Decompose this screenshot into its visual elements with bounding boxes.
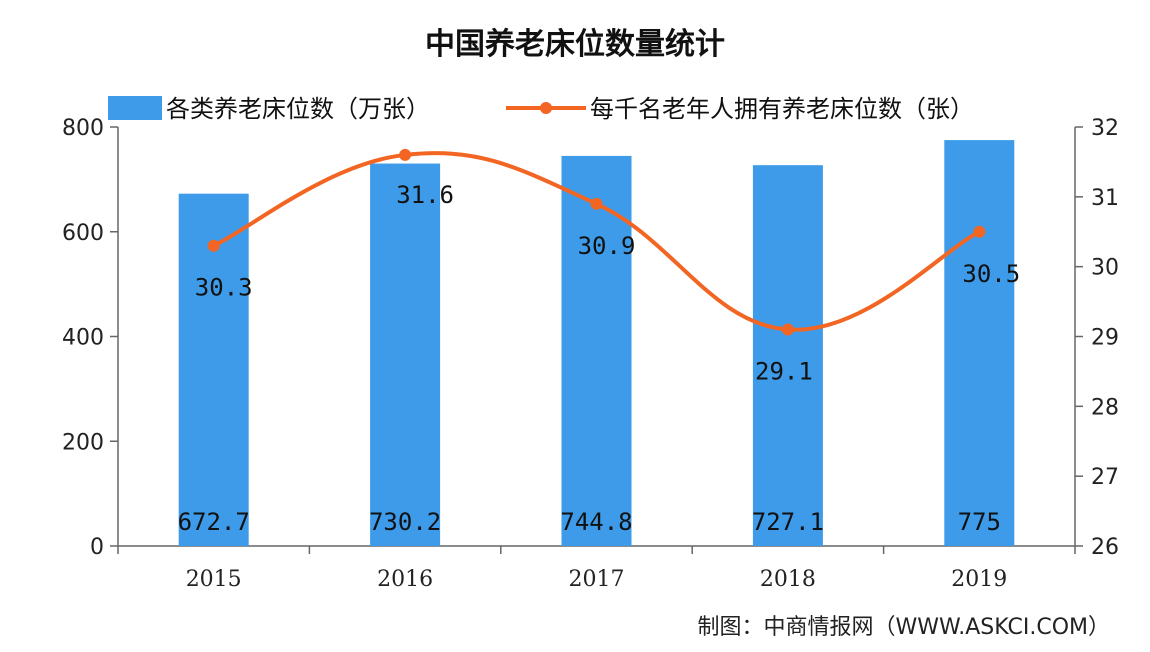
line-value-label: 30.3 — [195, 274, 253, 302]
legend-bar-label: 各类养老床位数（万张） — [166, 95, 430, 123]
chart-title: 中国养老床位数量统计 — [425, 27, 725, 62]
x-tick-label: 2015 — [186, 567, 242, 592]
x-tick-label: 2019 — [951, 567, 1007, 592]
y-right-tick-label: 32 — [1091, 116, 1119, 141]
legend-line-label: 每千名老年人拥有养老床位数（张） — [590, 95, 974, 123]
x-tick-label: 2017 — [569, 567, 625, 592]
y-left-tick-label: 800 — [62, 116, 104, 141]
bar-value-label: 775 — [958, 508, 1001, 536]
source-credit: 制图：中商情报网（WWW.ASKCI.COM） — [698, 615, 1110, 640]
bar — [752, 165, 823, 546]
legend-line-marker — [540, 102, 552, 114]
line-point — [399, 148, 412, 161]
bar-value-label: 672.7 — [178, 508, 250, 536]
bar-value-label: 730.2 — [369, 508, 441, 536]
line-point — [973, 225, 986, 238]
y-right-tick-label: 31 — [1091, 186, 1119, 211]
y-left-tick-label: 400 — [62, 326, 104, 351]
legend-bar-swatch — [108, 96, 162, 120]
y-right-tick-label: 28 — [1091, 395, 1119, 420]
bar — [178, 193, 249, 546]
bar — [944, 140, 1015, 546]
y-right-tick-label: 26 — [1091, 535, 1119, 560]
line-point — [590, 197, 603, 210]
line-value-label: 30.5 — [962, 260, 1020, 288]
line-series — [207, 148, 986, 336]
bar-value-label: 744.8 — [560, 508, 632, 536]
legend: 各类养老床位数（万张） 每千名老年人拥有养老床位数（张） — [108, 95, 974, 123]
bar — [561, 155, 632, 546]
bars — [178, 140, 1015, 547]
line-point — [781, 323, 794, 336]
bar-value-label: 727.1 — [752, 508, 824, 536]
y-left-tick-label: 600 — [62, 221, 104, 246]
y-right-tick-label: 27 — [1091, 465, 1119, 490]
data-labels: 672.7 730.2 744.8 727.1 775 30.3 31.6 30.9 29.1 3… — [178, 181, 1021, 536]
y-right-tick-label: 29 — [1091, 326, 1119, 351]
line-point — [207, 239, 220, 252]
bar — [370, 163, 441, 547]
y-left-tick-label: 0 — [90, 535, 104, 560]
y-right-tick-label: 30 — [1091, 256, 1119, 281]
x-tick-label: 2018 — [760, 567, 816, 592]
line-value-label: 29.1 — [755, 358, 813, 386]
line-value-label: 30.9 — [578, 232, 636, 260]
y-left-tick-label: 200 — [62, 430, 104, 455]
axes: 0 200 400 600 800 26 27 28 29 30 31 32 2015 2016 2017 2… — [62, 116, 1119, 592]
line-value-label: 31.6 — [396, 181, 454, 209]
x-tick-label: 2016 — [377, 567, 433, 592]
